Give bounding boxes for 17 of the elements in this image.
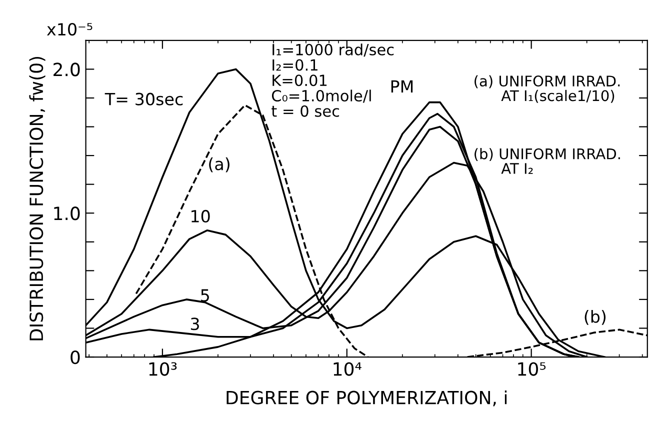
annotation: (a) UNIFORM IRRAD. AT I₁(scale1/10) [474,75,620,103]
x-tick-label: 10⁴ [334,362,362,376]
y-axis-title: DISTRIBUTION FUNCTION, fw(0) [29,56,46,340]
text: x10⁻⁵ [46,22,92,36]
y-tick-label: 2.0 [54,62,80,76]
annotation: (b) [584,310,606,325]
y-tick-label: 0 [70,350,80,364]
x-tick-label: 10⁵ [518,362,546,376]
x-tick-label: 10³ [149,362,177,376]
annotation: 5 [201,289,209,302]
x-axis-title: DEGREE OF POLYMERIZATION, i [226,390,507,406]
annotation: T= 30sec [104,92,183,106]
annotation: 10 [192,210,210,223]
annotation: (a) [209,157,230,172]
y-tick-label: 1.0 [54,206,80,220]
annotation: 3 [190,318,199,330]
annotation: (b) UNIFORM IRRAD. AT I₂ [474,148,620,174]
